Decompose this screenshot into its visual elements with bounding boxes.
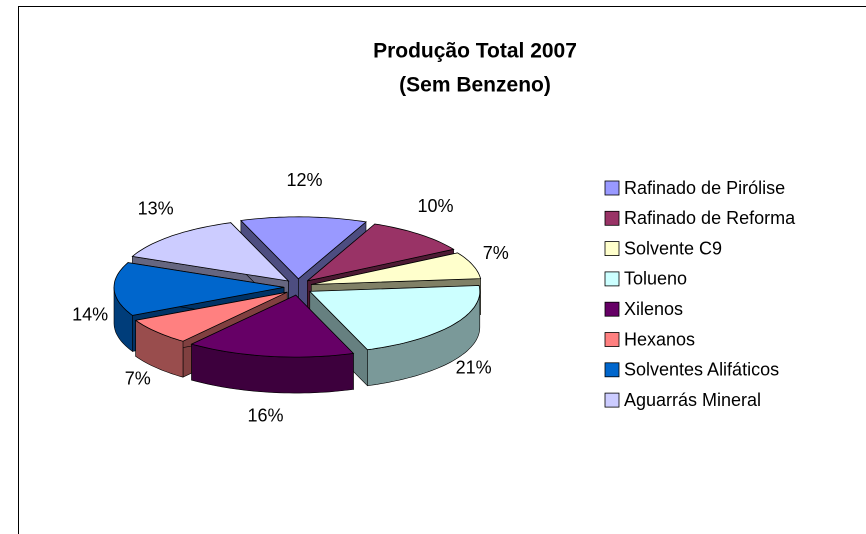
slice-top (311, 252, 482, 285)
legend-label: Rafinado de Reforma (624, 208, 796, 228)
data-label: 14% (72, 304, 108, 324)
slice-top (240, 216, 367, 280)
legend-label: Aguarrás Mineral (624, 390, 761, 410)
data-label: 16% (247, 406, 283, 426)
legend-label: Xilenos (624, 299, 683, 319)
legend-label: Hexanos (624, 329, 695, 349)
legend-label: Solventes Alifáticos (624, 360, 779, 380)
data-label: 7% (125, 369, 151, 389)
data-label: 13% (138, 198, 174, 218)
legend-swatch (604, 180, 620, 196)
data-label: 12% (287, 170, 323, 190)
slice-top (113, 262, 285, 316)
legend-swatch (604, 332, 620, 347)
slice-top (308, 285, 481, 351)
chart-subtitle: (Sem Benzeno) (399, 74, 551, 97)
legend-label: Tolueno (624, 269, 687, 289)
legend-swatch (604, 271, 620, 287)
legend-swatch (604, 241, 620, 257)
legend-swatch (604, 362, 620, 378)
legend-swatch (604, 392, 620, 408)
chart-frame (18, 6, 866, 534)
slice-top (131, 222, 290, 282)
data-label: 10% (418, 196, 454, 216)
legend-label: Solvente C9 (624, 238, 722, 258)
slice-top (190, 294, 355, 358)
chart-title: Produção Total 2007 (373, 40, 577, 63)
data-label: 7% (483, 243, 509, 263)
legend-label: Rafinado de Pirólise (624, 178, 785, 198)
legend-swatch (604, 210, 620, 226)
data-label: 21% (456, 358, 492, 378)
slice (190, 294, 355, 394)
legend-swatch (604, 301, 620, 317)
slice-top (134, 291, 288, 342)
slice-top (307, 223, 455, 282)
